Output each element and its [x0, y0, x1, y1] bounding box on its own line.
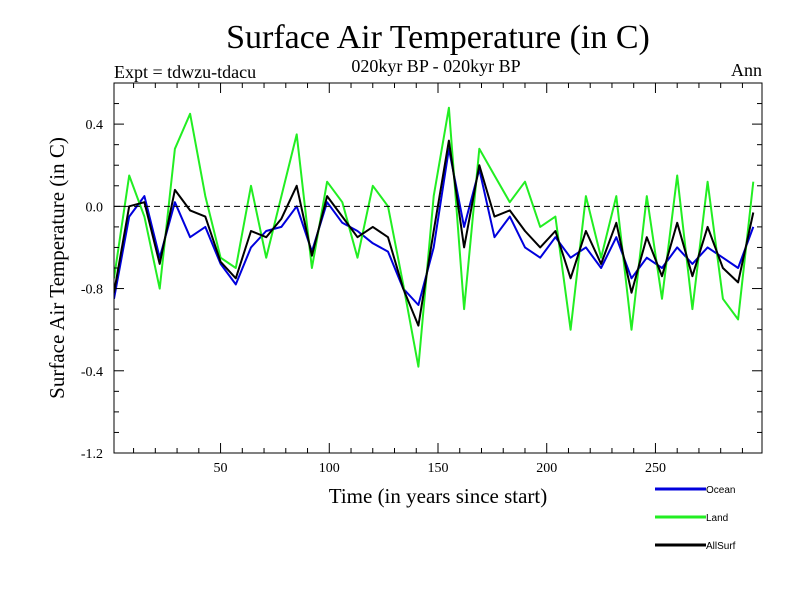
y-tick-label: -0.4 — [81, 365, 103, 380]
y-tick-label: -1.2 — [81, 447, 103, 462]
x-tick-label: 250 — [645, 461, 666, 476]
chart-title: Surface Air Temperature (in C) — [226, 19, 650, 56]
plot-area: 50 100 150 200 250 -1.2 -0.4 -0.8 0.0 0.4 — [81, 82, 763, 476]
x-tick-label: 150 — [428, 461, 449, 476]
y-tick-label: -0.8 — [81, 283, 103, 298]
y-tick-label: 0.4 — [86, 118, 104, 133]
series-line-land — [114, 106, 755, 368]
x-tick-label: 200 — [536, 461, 557, 476]
y-axis-label: Surface Air Temperature (in C) — [45, 137, 69, 399]
legend-label-ocean: Ocean — [706, 485, 735, 496]
x-tick-label: 100 — [319, 461, 340, 476]
chart-subtitle: 020kyr BP - 020kyr BP — [351, 56, 520, 76]
x-tick-label: 50 — [214, 461, 228, 476]
legend-label-allsurf: AllSurf — [706, 541, 736, 552]
y-tick-label: 0.0 — [86, 200, 104, 215]
legend-label-land: Land — [706, 513, 728, 524]
chart-right-note: Ann — [731, 60, 762, 80]
series-line-ocean — [114, 147, 755, 306]
chart-left-note: Expt = tdwzu-tdacu — [114, 62, 256, 82]
legend: Ocean Land AllSurf — [655, 485, 736, 552]
x-axis-label: Time (in years since start) — [329, 484, 548, 508]
series-line-allsurf — [114, 139, 755, 327]
